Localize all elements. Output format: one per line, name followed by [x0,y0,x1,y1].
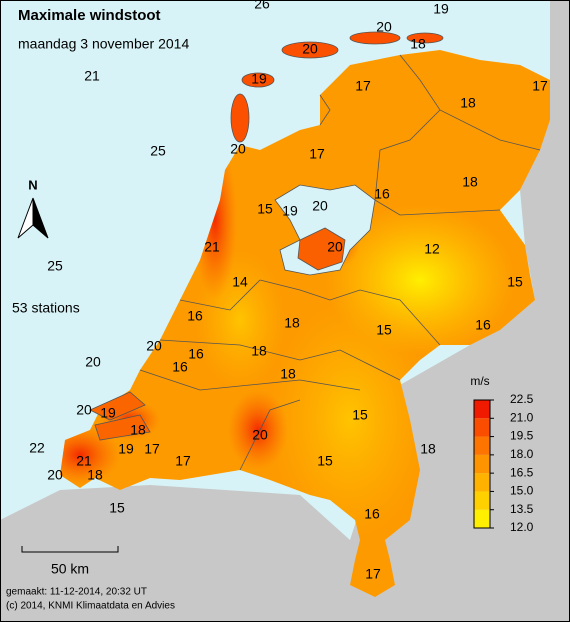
station-value: 15 [376,322,392,338]
station-count: 53 stations [12,300,80,316]
station-value: 21 [84,68,100,84]
station-value: 21 [76,453,92,469]
legend-swatch [474,473,490,492]
subtitle: maandag 3 november 2014 [18,36,189,52]
station-value: 12 [424,241,440,257]
station-value: 20 [146,338,162,354]
station-value: 18 [284,315,300,331]
station-value: 15 [317,453,333,469]
station-value: 17 [309,146,325,162]
station-value: 17 [355,78,371,94]
station-value: 17 [144,441,160,457]
title: Maximale windstoot [18,7,161,24]
station-value: 18 [460,95,476,111]
station-value: 19 [433,1,449,17]
station-value: 15 [507,274,523,290]
station-value: 21 [204,239,220,255]
station-value: 20 [327,239,343,255]
station-value: 19 [118,441,134,457]
footer-copyright: (c) 2014, KNMI Klimaatdata en Advies [6,601,175,612]
station-value: 18 [280,366,296,382]
station-value: 18 [251,343,267,359]
footer-made: gemaakt: 11-12-2014, 20:32 UT [6,587,147,598]
legend-tick-label: 15.0 [510,484,534,498]
station-value: 20 [47,467,63,483]
legend-tick-label: 12.0 [510,520,534,534]
station-value: 25 [47,258,63,274]
station-value: 14 [232,274,248,290]
station-value: 17 [365,566,381,582]
station-value: 18 [420,441,436,457]
station-value: 18 [130,422,146,438]
station-value: 15 [352,407,368,423]
station-value: 16 [364,506,380,522]
station-value: 20 [302,41,318,57]
station-value: 17 [532,78,548,94]
station-value: 18 [462,174,478,190]
north-label: N [28,177,37,192]
station-value: 18 [87,467,103,483]
legend-tick-label: 18.0 [510,447,534,461]
station-value: 19 [100,405,116,421]
legend-swatch [474,418,490,437]
north-arrow [32,197,49,239]
legend-swatch [474,436,490,455]
legend-unit: m/s [470,374,489,388]
legend-swatch [474,454,490,474]
station-value: 20 [312,198,328,214]
station-value: 16 [187,308,203,324]
station-value: 20 [376,19,392,35]
station-value: 16 [172,359,188,375]
province-borders [139,54,541,471]
legend-swatch [474,509,490,528]
station-value: 16 [475,317,491,333]
station-value: 19 [251,71,267,87]
legend-swatch [474,491,490,510]
station-value: 19 [282,203,298,219]
legend-tick-label: 19.5 [510,429,534,443]
flevoland [297,227,346,271]
wadden-islands [230,31,444,143]
legend-tick-label: 16.5 [510,465,534,479]
station-value: 16 [188,346,204,362]
station-value: 20 [252,427,268,443]
scale-bar [21,546,119,553]
legend-swatch [474,400,490,419]
station-value: 15 [257,201,273,217]
station-value: 16 [374,186,390,202]
scale-label: 50 km [51,561,89,577]
station-value: 20 [85,354,101,370]
legend-tick-label: 22.5 [510,392,534,406]
station-value: 20 [230,141,246,157]
station-value: 25 [150,143,166,159]
station-value: 17 [175,453,191,469]
legend-tick-label: 21.0 [510,410,534,424]
station-value: 18 [410,36,426,52]
zeeland-islands [89,391,151,441]
station-value: 22 [29,440,45,456]
station-value: 15 [109,500,125,516]
station-value: 26 [254,0,270,12]
legend-tick-label: 13.5 [510,502,534,516]
station-value: 20 [76,402,92,418]
legend-frame [473,399,491,529]
